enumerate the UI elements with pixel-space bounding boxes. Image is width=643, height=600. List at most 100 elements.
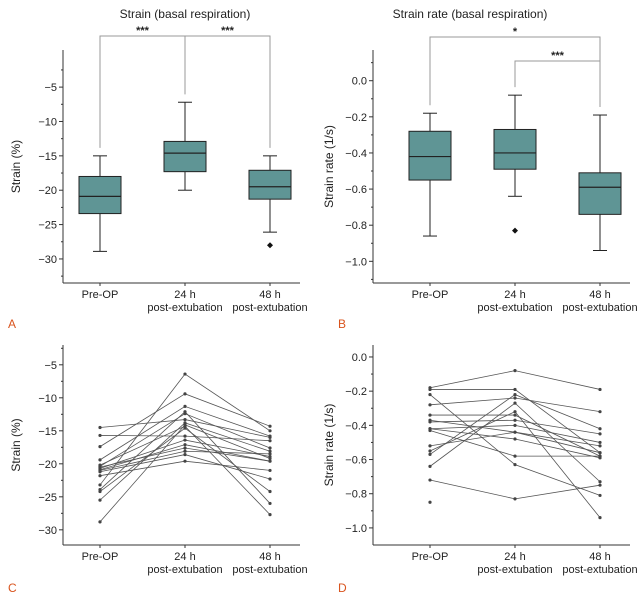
x-category-label: 48 h [589, 551, 610, 563]
box [163, 140, 207, 173]
y-tick-label: −10 [38, 393, 57, 405]
significance-label: * [513, 26, 518, 38]
data-point [268, 446, 272, 450]
data-point [183, 404, 187, 408]
subject-line [429, 394, 601, 496]
x-category-label: Pre-OP [412, 551, 449, 563]
data-point [598, 454, 602, 458]
data-point [428, 464, 432, 468]
chart-title: Strain (basal respiration) [120, 7, 251, 21]
panel-letter: B [338, 317, 346, 331]
x-category-label: post-extubation [147, 564, 222, 576]
x-category-label: Pre-OP [412, 289, 449, 301]
data-point [98, 433, 102, 438]
data-point [183, 452, 187, 457]
data-point [513, 437, 517, 441]
data-point [268, 452, 272, 456]
data-point [513, 418, 517, 422]
x-category-label: 48 h [259, 289, 280, 301]
data-point [98, 465, 102, 469]
y-tick-label: −0.2 [345, 386, 367, 398]
x-category-label: Pre-OP [82, 551, 119, 563]
data-point [428, 452, 432, 457]
y-tick-label: −0.4 [345, 148, 367, 160]
data-point [183, 410, 187, 414]
x-category-label: Pre-OP [82, 289, 119, 301]
data-point [183, 443, 187, 447]
data-point [428, 428, 432, 433]
data-point [428, 478, 432, 482]
y-tick-label: −20 [38, 185, 57, 197]
x-category-label: post-extubation [147, 302, 222, 314]
data-point [98, 483, 102, 487]
y-tick-label: −15 [38, 151, 57, 163]
y-tick-label: −5 [44, 82, 57, 94]
data-point [513, 430, 517, 434]
y-axis-label: Strain rate (1/s) [322, 125, 336, 208]
panel-letter: A [8, 317, 16, 331]
data-point [268, 459, 272, 463]
data-point [513, 454, 517, 458]
panel-letter: D [338, 581, 347, 595]
data-point [98, 458, 102, 462]
x-category-label: post-extubation [477, 302, 552, 314]
data-point [598, 387, 602, 392]
data-point [268, 489, 272, 494]
data-point [183, 417, 187, 422]
data-point [183, 434, 187, 438]
data-point [598, 440, 602, 445]
data-point [268, 454, 272, 459]
data-point [598, 480, 602, 484]
y-tick-label: −0.8 [345, 220, 367, 232]
data-point [98, 445, 102, 449]
data-point [428, 444, 432, 448]
data-point [268, 468, 272, 473]
data-point [428, 413, 432, 417]
x-category-label: 48 h [589, 289, 610, 301]
data-point [598, 427, 602, 431]
x-category-label: post-extubation [232, 302, 307, 314]
data-point [98, 468, 102, 473]
x-category-label: post-extubation [562, 564, 637, 576]
y-tick-label: −0.4 [345, 420, 367, 432]
box [248, 169, 292, 200]
data-point [598, 493, 602, 498]
data-point [513, 387, 517, 392]
subject-line [99, 460, 271, 477]
data-point [268, 513, 272, 517]
significance-bracket [514, 60, 601, 108]
data-point [513, 410, 517, 414]
data-point [513, 463, 517, 467]
y-tick-label: −25 [38, 492, 57, 504]
data-point [268, 434, 272, 438]
chart-title: Strain rate (basal respiration) [393, 7, 548, 21]
data-point [513, 497, 517, 501]
data-point [98, 425, 102, 430]
y-tick-label: −5 [44, 360, 57, 372]
outlier-point [512, 227, 518, 234]
subject-line [429, 370, 601, 390]
data-point [268, 449, 272, 453]
data-point [183, 446, 187, 450]
data-point [268, 477, 272, 481]
subject-line [429, 431, 601, 454]
y-tick-label: −0.6 [345, 455, 367, 467]
significance-bracket [184, 35, 271, 148]
y-tick-label: −0.2 [345, 112, 367, 124]
data-point [513, 369, 517, 373]
y-tick-label: −30 [38, 525, 57, 537]
data-point [598, 432, 602, 436]
data-point [183, 372, 187, 376]
box [493, 128, 537, 170]
x-category-label: 24 h [174, 289, 195, 301]
x-category-label: 24 h [504, 289, 525, 301]
x-category-label: post-extubation [232, 564, 307, 576]
data-point [183, 392, 187, 396]
x-category-label: 24 h [174, 551, 195, 563]
data-point [183, 459, 187, 463]
subject-line [429, 479, 601, 500]
data-point [428, 387, 432, 392]
